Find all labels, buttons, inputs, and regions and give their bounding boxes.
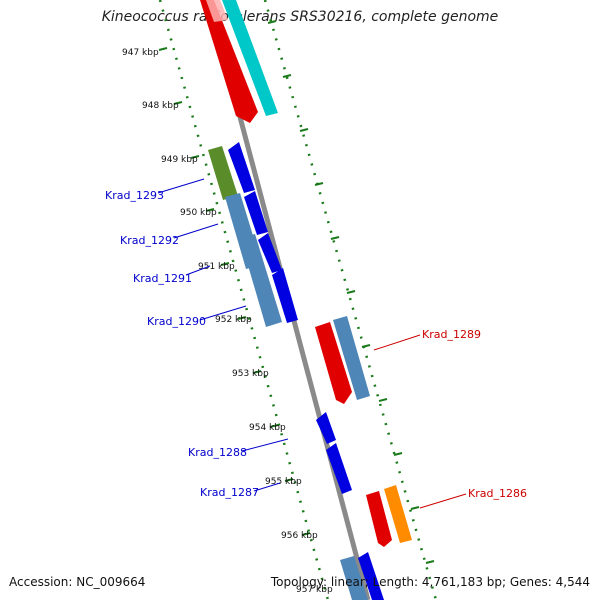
gene-krad-1293[interactable] [208, 146, 238, 200]
forward-strand-guide [263, 0, 438, 600]
gene-blue-2[interactable] [244, 191, 268, 235]
gene-krad-1289[interactable] [333, 316, 370, 400]
label-krad-1291[interactable]: Krad_1291 [133, 272, 192, 285]
gene-forward-top-red[interactable] [200, 0, 258, 123]
tick-label-951: 951 kbp [198, 262, 235, 272]
gene-blue-1[interactable] [228, 142, 255, 193]
label-leader-lines [157, 178, 467, 509]
label-krad-1287[interactable]: Krad_1287 [200, 486, 259, 499]
label-krad-1292[interactable]: Krad_1292 [120, 234, 179, 247]
gene-forward-top-cyan[interactable] [222, 0, 278, 116]
gene-blue-4[interactable] [272, 268, 298, 323]
label-krad-1293[interactable]: Krad_1293 [105, 189, 164, 202]
gene-top-pink [206, 0, 228, 22]
tick-label-953: 953 kbp [232, 369, 269, 379]
left-major-ticks [158, 47, 311, 536]
gene-krad-1288[interactable] [316, 412, 336, 444]
tick-label-952: 952 kbp [215, 315, 252, 325]
label-krad-1288[interactable]: Krad_1288 [188, 446, 247, 459]
gene-red-1289[interactable] [315, 322, 352, 404]
label-krad-1286[interactable]: Krad_1286 [468, 487, 527, 500]
reverse-strand-guide [158, 0, 330, 600]
tick-label-954: 954 kbp [249, 423, 286, 433]
gene-red-1286[interactable] [366, 491, 392, 547]
gene-blue-3[interactable] [258, 233, 282, 273]
gene-krad-1290[interactable] [240, 234, 282, 327]
tick-label-956: 956 kbp [281, 531, 318, 541]
genome-title: Kineococcus radiotolerans SRS30216, comp… [101, 9, 499, 25]
tick-label-948: 948 kbp [142, 101, 179, 111]
topology-text: Topology: linear; Length: 4,761,183 bp; … [270, 575, 590, 589]
tick-label-957: 957 kbp [296, 585, 333, 595]
tick-label-950: 950 kbp [180, 208, 217, 218]
gene-bottom-steel[interactable] [340, 556, 368, 600]
gene-bottom-blue[interactable] [358, 552, 384, 600]
label-krad-1290[interactable]: Krad_1290 [147, 315, 206, 328]
gene-krad-1287[interactable] [326, 443, 352, 494]
gene-krad-1286[interactable] [384, 485, 412, 543]
tick-label-949: 949 kbp [161, 155, 198, 165]
accession-text: Accession: NC_009664 [9, 575, 146, 589]
label-krad-1289[interactable]: Krad_1289 [422, 328, 481, 341]
tick-label-955: 955 kbp [265, 477, 302, 487]
tick-label-947: 947 kbp [122, 48, 159, 58]
right-major-ticks [267, 20, 435, 564]
